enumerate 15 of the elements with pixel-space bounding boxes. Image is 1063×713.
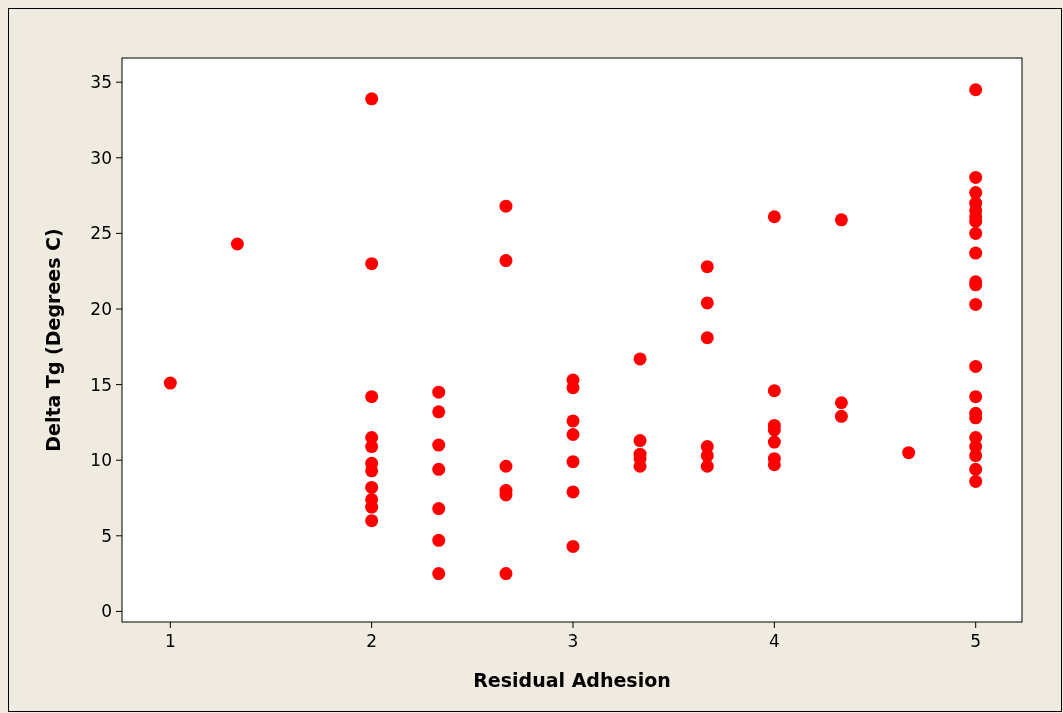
x-tick-label: 3 (567, 631, 579, 651)
x-axis-title: Residual Adhesion (473, 669, 671, 691)
x-tick-label: 5 (970, 631, 982, 651)
y-axis-title: Delta Tg (Degrees C) (42, 228, 64, 452)
y-tick-label: 0 (101, 601, 112, 622)
x-tick-label: 4 (768, 631, 780, 651)
x-tick-label: 2 (366, 631, 378, 651)
x-tick-label: 1 (164, 631, 176, 651)
y-tick-label: 30 (90, 147, 112, 168)
y-tick-label: 25 (90, 223, 112, 244)
y-tick-label: 15 (90, 374, 112, 395)
y-tick-label: 10 (90, 450, 112, 471)
y-tick-label: 35 (90, 72, 112, 93)
y-tick-label: 5 (101, 525, 112, 546)
y-tick-label: 20 (90, 298, 112, 319)
